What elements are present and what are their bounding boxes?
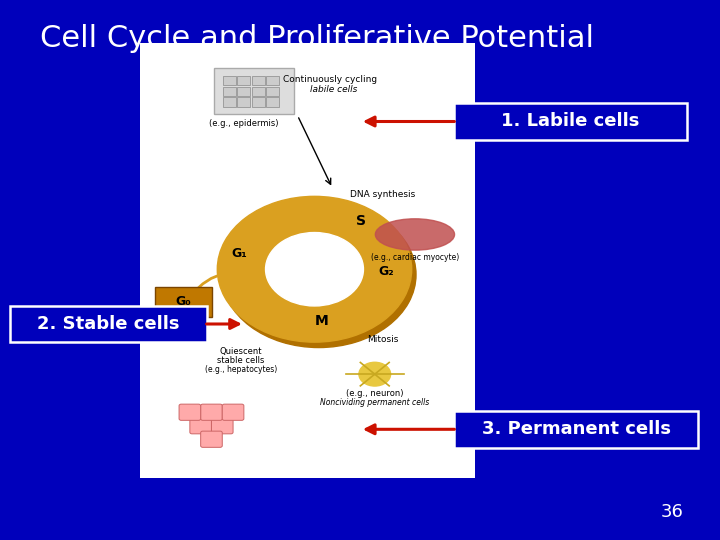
FancyBboxPatch shape (238, 87, 251, 96)
FancyBboxPatch shape (201, 404, 222, 420)
FancyBboxPatch shape (266, 98, 279, 107)
FancyBboxPatch shape (179, 404, 201, 420)
FancyBboxPatch shape (223, 76, 236, 85)
FancyBboxPatch shape (266, 87, 279, 96)
FancyBboxPatch shape (252, 87, 265, 96)
Text: Continuously cycling: Continuously cycling (283, 75, 377, 84)
Ellipse shape (375, 219, 454, 250)
Text: G₂: G₂ (379, 266, 395, 279)
Text: (e.g., cardiac myocyte): (e.g., cardiac myocyte) (371, 253, 459, 262)
Circle shape (359, 362, 390, 386)
FancyBboxPatch shape (10, 306, 207, 342)
FancyBboxPatch shape (190, 417, 212, 434)
FancyBboxPatch shape (215, 68, 294, 114)
FancyBboxPatch shape (252, 76, 265, 85)
Text: M: M (315, 314, 328, 328)
FancyBboxPatch shape (201, 431, 222, 447)
FancyBboxPatch shape (223, 98, 236, 107)
Text: labile cells: labile cells (310, 85, 357, 94)
FancyBboxPatch shape (223, 87, 236, 96)
FancyBboxPatch shape (238, 76, 251, 85)
FancyBboxPatch shape (140, 43, 475, 478)
Text: Mitosis: Mitosis (367, 335, 399, 344)
FancyBboxPatch shape (222, 404, 244, 420)
Text: Cell Cycle and Proliferative Potential: Cell Cycle and Proliferative Potential (40, 24, 593, 53)
Text: (e.g., hepatocytes): (e.g., hepatocytes) (204, 365, 277, 374)
Text: (e.g., neuron): (e.g., neuron) (346, 389, 403, 398)
Text: Noncividing permanent cells: Noncividing permanent cells (320, 399, 429, 408)
Text: S: S (356, 214, 366, 228)
Text: Quiescent: Quiescent (220, 347, 262, 356)
Circle shape (266, 233, 364, 306)
Text: 2. Stable cells: 2. Stable cells (37, 315, 179, 333)
FancyBboxPatch shape (156, 287, 212, 317)
FancyBboxPatch shape (252, 98, 265, 107)
Text: 36: 36 (661, 503, 684, 521)
FancyBboxPatch shape (238, 98, 251, 107)
Text: stable cells: stable cells (217, 356, 264, 364)
Text: 3. Permanent cells: 3. Permanent cells (482, 420, 670, 438)
FancyBboxPatch shape (266, 76, 279, 85)
FancyBboxPatch shape (212, 417, 233, 434)
Text: DNA synthesis: DNA synthesis (350, 190, 415, 199)
FancyBboxPatch shape (454, 103, 687, 140)
Text: G₀: G₀ (176, 295, 192, 308)
Text: (e.g., epidermis): (e.g., epidermis) (209, 119, 278, 128)
FancyBboxPatch shape (454, 411, 698, 448)
Text: G₁: G₁ (231, 247, 247, 260)
Text: 1. Labile cells: 1. Labile cells (501, 112, 640, 131)
